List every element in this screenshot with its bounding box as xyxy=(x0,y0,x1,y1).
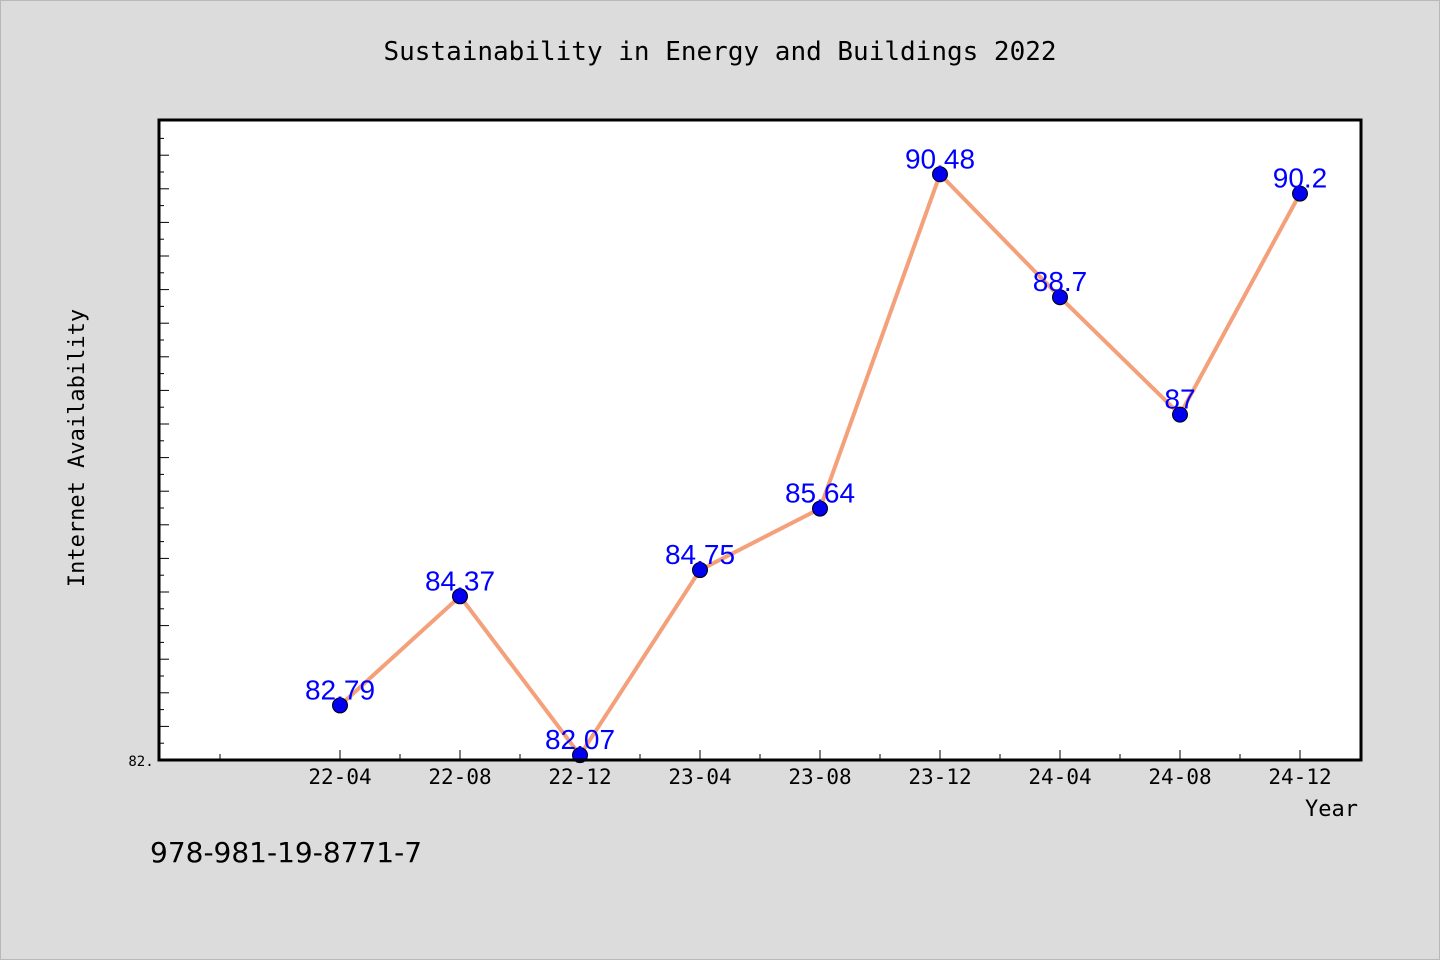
plot-border xyxy=(157,118,1363,762)
series-layer: 82.79 84.37 82.07 84.75 85.64 90.48 88.7 87 90.2 xyxy=(305,143,1328,764)
isbn-text: 978-981-19-8771-7 xyxy=(150,836,422,869)
x-tick-label: 22-04 xyxy=(308,765,371,789)
data-point xyxy=(932,166,948,183)
y-axis-label: Internet Availability xyxy=(65,309,90,587)
data-point xyxy=(1172,406,1188,423)
data-label: 84.75 xyxy=(665,539,735,570)
data-label: 90.48 xyxy=(905,143,975,174)
data-label: 85.64 xyxy=(785,478,855,509)
plot-area xyxy=(159,120,1361,760)
data-label: 82.07 xyxy=(545,724,615,755)
data-label: 87 xyxy=(1164,384,1195,415)
x-tick-label: 22-12 xyxy=(548,765,611,789)
x-tick-label: 23-12 xyxy=(908,765,971,789)
x-tick-label: 24-08 xyxy=(1148,765,1211,789)
y-min-tick-label: 82. xyxy=(128,754,153,770)
data-label: 82.79 xyxy=(305,674,375,705)
data-point xyxy=(332,697,348,714)
data-label: 84.37 xyxy=(425,565,495,596)
data-point xyxy=(1052,289,1068,306)
x-tick-label: 24-12 xyxy=(1268,765,1331,789)
x-axis-label: Year xyxy=(1305,797,1358,822)
x-tick-label: 24-04 xyxy=(1028,765,1091,789)
data-point xyxy=(452,588,468,605)
data-point xyxy=(812,500,828,517)
x-tick-label: 22-08 xyxy=(428,765,491,789)
data-point xyxy=(1292,185,1308,202)
data-label: 88.7 xyxy=(1033,266,1088,297)
chart-title: Sustainability in Energy and Buildings 2… xyxy=(383,37,1056,67)
data-label: 90.2 xyxy=(1273,163,1328,194)
x-axis-ticks: 22-04 22-08 22-12 23-04 23-08 23-12 24-04 24-08… xyxy=(219,750,1332,789)
x-tick-label: 23-04 xyxy=(668,765,731,789)
x-tick-label: 23-08 xyxy=(788,765,851,789)
data-point xyxy=(692,562,708,579)
